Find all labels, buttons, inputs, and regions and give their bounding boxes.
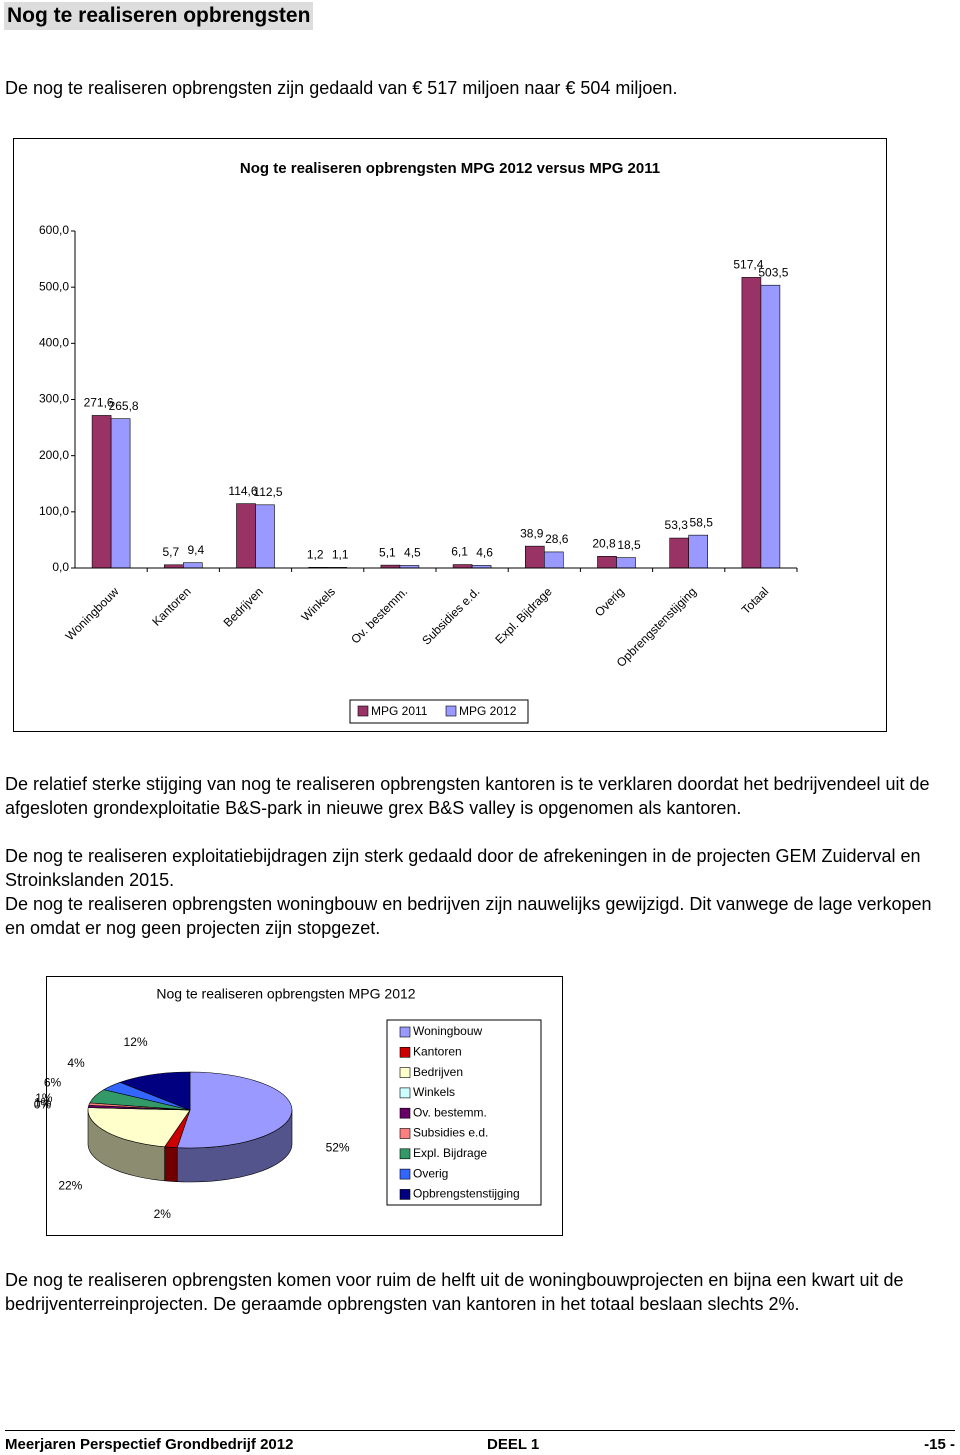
pie-value-label: 22% <box>58 1179 82 1193</box>
pie-value-label: 2% <box>154 1207 172 1221</box>
legend-swatch <box>357 705 369 717</box>
bar <box>760 284 781 569</box>
legend-label: Overig <box>413 1166 448 1180</box>
legend-label: MPG 2012 <box>459 704 517 718</box>
y-tick-label: 200,0 <box>39 448 69 462</box>
pie-slice <box>119 1071 191 1111</box>
footer-center: DEEL 1 <box>487 1436 540 1453</box>
footer-right: -15 - <box>924 1436 955 1453</box>
bar <box>110 418 131 569</box>
pie-slice <box>176 1071 293 1149</box>
value-label: 53,3 <box>665 518 689 532</box>
value-label: 38,9 <box>520 526 544 540</box>
legend-swatch <box>399 1107 411 1119</box>
value-label: 114,6 <box>228 484 257 498</box>
legend-label: Kantoren <box>413 1044 462 1058</box>
pie-value-label: 12% <box>124 1035 148 1049</box>
value-label: 6,1 <box>451 545 468 559</box>
legend-label: Ov. bestemm. <box>413 1105 487 1119</box>
pie-slice-side <box>164 1146 178 1183</box>
bar <box>616 557 636 569</box>
pie-value-label: 1% <box>34 1095 52 1109</box>
legend-swatch <box>399 1067 411 1078</box>
value-label: 4,6 <box>476 546 493 560</box>
bar <box>524 545 545 569</box>
legend-swatch <box>399 1047 411 1058</box>
y-tick-label: 600,0 <box>39 223 69 237</box>
bar <box>452 564 473 569</box>
bar <box>543 551 564 569</box>
value-label: 5,1 <box>379 545 396 559</box>
y-tick-label: 500,0 <box>39 279 69 293</box>
pie-slice <box>87 1107 191 1148</box>
pie-value-label: 0% <box>34 1098 52 1112</box>
bar <box>183 562 203 569</box>
chart-title: Nog te realiseren opbrengsten MPG 2012 v… <box>240 160 660 177</box>
legend-swatch <box>399 1189 411 1200</box>
pie-value-label: 6% <box>44 1076 62 1090</box>
bar <box>597 556 617 569</box>
legend-swatch <box>445 705 457 717</box>
paragraph: De nog te realiseren opbrengsten woningb… <box>5 894 932 938</box>
y-tick-label: 100,0 <box>39 504 69 518</box>
value-label: 18,5 <box>617 538 641 552</box>
bar <box>688 534 709 569</box>
bar-chart: Nog te realiseren opbrengsten MPG 2012 v… <box>13 138 887 732</box>
pie-value-label: 1% <box>35 1091 53 1105</box>
legend-label: Expl. Bijdrage <box>413 1146 487 1160</box>
value-label: 28,6 <box>545 532 569 546</box>
value-label: 5,7 <box>162 545 179 559</box>
legend-label: Woningbouw <box>413 1024 482 1038</box>
bar <box>669 537 690 569</box>
value-label: 4,5 <box>404 546 421 560</box>
legend-swatch <box>399 1148 411 1160</box>
paragraph: De nog te realiseren exploitatiebijdrage… <box>5 846 921 890</box>
bar <box>236 503 256 569</box>
bar <box>741 277 762 569</box>
value-label: 112,5 <box>253 485 282 499</box>
value-label: 265,8 <box>109 399 139 413</box>
footer-left: Meerjaren Perspectief Grondbedrijf 2012 <box>5 1436 294 1453</box>
value-label: 503,5 <box>758 265 788 279</box>
value-label: 58,5 <box>690 515 714 529</box>
legend-swatch <box>399 1168 411 1180</box>
legend-label: Opbrengstenstijging <box>413 1187 520 1201</box>
chart-title: Nog te realiseren opbrengsten MPG 2012 <box>156 986 415 1002</box>
paragraph: De nog te realiseren opbrengsten zijn ge… <box>5 78 678 98</box>
pie-chart: Nog te realiseren opbrengsten MPG 2012 5… <box>34 976 563 1236</box>
paragraph: De relatief sterke stijging van nog te r… <box>5 774 930 818</box>
bar <box>255 504 275 569</box>
paragraph: De nog te realiseren opbrengsten komen v… <box>5 1270 904 1314</box>
legend-label: MPG 2011 <box>371 704 428 718</box>
bar <box>91 415 112 569</box>
page-title: Nog te realiseren opbrengsten <box>4 2 314 30</box>
legend-swatch <box>399 1128 411 1139</box>
footer-rule <box>5 1430 955 1431</box>
value-label: 20,8 <box>592 536 616 550</box>
value-label: 1,2 <box>307 547 324 561</box>
y-tick-label: 300,0 <box>39 392 69 406</box>
value-label: 9,4 <box>187 543 204 557</box>
value-label: 1,1 <box>332 548 349 562</box>
y-tick-label: 0,0 <box>52 560 69 574</box>
legend-box <box>386 1019 542 1206</box>
pie-value-label: 52% <box>326 1141 350 1155</box>
chart-frame <box>13 138 887 732</box>
legend-label: Winkels <box>413 1085 455 1099</box>
legend-box <box>349 699 529 724</box>
legend-swatch <box>399 1087 411 1099</box>
value-label: 517,4 <box>733 258 763 272</box>
legend-swatch <box>399 1026 411 1038</box>
y-tick-label: 400,0 <box>39 336 69 350</box>
pie-value-label: 4% <box>67 1056 85 1070</box>
legend-label: Subsidies e.d. <box>413 1126 488 1140</box>
value-label: 271,6 <box>84 396 114 410</box>
legend-label: Bedrijven <box>413 1065 463 1079</box>
